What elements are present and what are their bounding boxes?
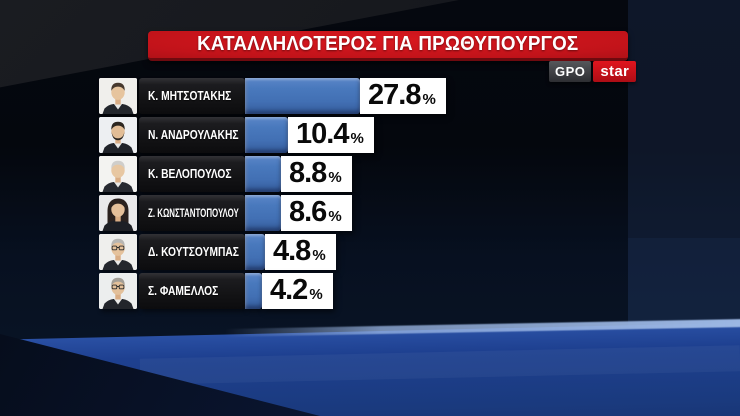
percent-sign: % [309,286,323,303]
candidate-photo [99,156,137,192]
result-bar [245,78,360,114]
candidate-name-box: Ν. ΑΝΔΡΟΥΛΑΚΗΣ [139,117,245,153]
result-bar [245,234,265,270]
star-channel-logo: star [593,61,637,82]
candidate-photo [99,195,137,231]
result-value: 27.8 [368,79,421,111]
candidate-photo [99,234,137,270]
result-value-box: 8.6 % [281,195,352,231]
poll-row: Σ. ΦΑΜΕΛΛΟΣ 4.2 % [99,273,446,309]
page-title: ΚΑΤΑΛΛΗΛΟΤΕΡΟΣ ΓΙΑ ΠΡΩΘΥΠΟΥΡΓΟΣ [197,33,579,55]
result-value: 4.2 [270,274,308,306]
candidate-name: Σ. ΦΑΜΕΛΛΟΣ [148,284,219,298]
poll-row: Κ. ΒΕΛΟΠΟΥΛΟΣ 8.8 % [99,156,446,192]
gpo-logo: GPO [549,61,592,82]
result-value-box: 10.4 % [288,117,374,153]
result-value-box: 4.2 % [262,273,333,309]
candidate-photo [99,78,137,114]
percent-sign: % [312,247,326,264]
poll-row: Δ. ΚΟΥΤΣΟΥΜΠΑΣ 4.8 % [99,234,446,270]
candidate-name: Ζ. ΚΩΝΣΤΑΝΤΟΠΟΥΛΟΥ [148,206,239,220]
candidate-photo [99,273,137,309]
poll-row: Κ. ΜΗΤΣΟΤΑΚΗΣ 27.8 % [99,78,446,114]
candidate-photo [99,117,137,153]
result-bar [245,117,288,153]
candidate-name-box: Σ. ΦΑΜΕΛΛΟΣ [139,273,245,309]
candidate-name: Ν. ΑΝΔΡΟΥΛΑΚΗΣ [148,128,239,142]
result-value-box: 8.8 % [281,156,352,192]
logo-strip: GPO star [549,61,637,82]
percent-sign: % [328,208,342,225]
percent-sign: % [350,130,364,147]
background-right-panel-lower [628,238,740,330]
result-value: 4.8 [273,235,311,267]
poll-bar-chart: Κ. ΜΗΤΣΟΤΑΚΗΣ 27.8 % Ν. ΑΝΔΡΟΥΛΑΚΗΣ 10.4… [99,78,446,309]
candidate-name: Δ. ΚΟΥΤΣΟΥΜΠΑΣ [148,245,239,259]
percent-sign: % [422,91,436,108]
candidate-name: Κ. ΒΕΛΟΠΟΥΛΟΣ [148,167,232,181]
percent-sign: % [328,169,342,186]
poll-row: Ζ. ΚΩΝΣΤΑΝΤΟΠΟΥΛΟΥ 8.6 % [99,195,446,231]
result-value-box: 4.8 % [265,234,336,270]
candidate-name: Κ. ΜΗΤΣΟΤΑΚΗΣ [148,89,232,103]
result-bar [245,273,262,309]
background-right-panel [628,0,740,238]
result-bar [245,195,281,231]
title-banner: ΚΑΤΑΛΛΗΛΟΤΕΡΟΣ ΓΙΑ ΠΡΩΘΥΠΟΥΡΓΟΣ [148,31,628,61]
result-value-box: 27.8 % [360,78,446,114]
candidate-name-box: Κ. ΒΕΛΟΠΟΥΛΟΣ [139,156,245,192]
result-value: 8.8 [289,157,327,189]
candidate-name-box: Ζ. ΚΩΝΣΤΑΝΤΟΠΟΥΛΟΥ [139,195,245,231]
candidate-name-box: Δ. ΚΟΥΤΣΟΥΜΠΑΣ [139,234,245,270]
result-value: 10.4 [296,118,349,150]
result-value: 8.6 [289,196,327,228]
poll-row: Ν. ΑΝΔΡΟΥΛΑΚΗΣ 10.4 % [99,117,446,153]
result-bar [245,156,281,192]
candidate-name-box: Κ. ΜΗΤΣΟΤΑΚΗΣ [139,78,245,114]
